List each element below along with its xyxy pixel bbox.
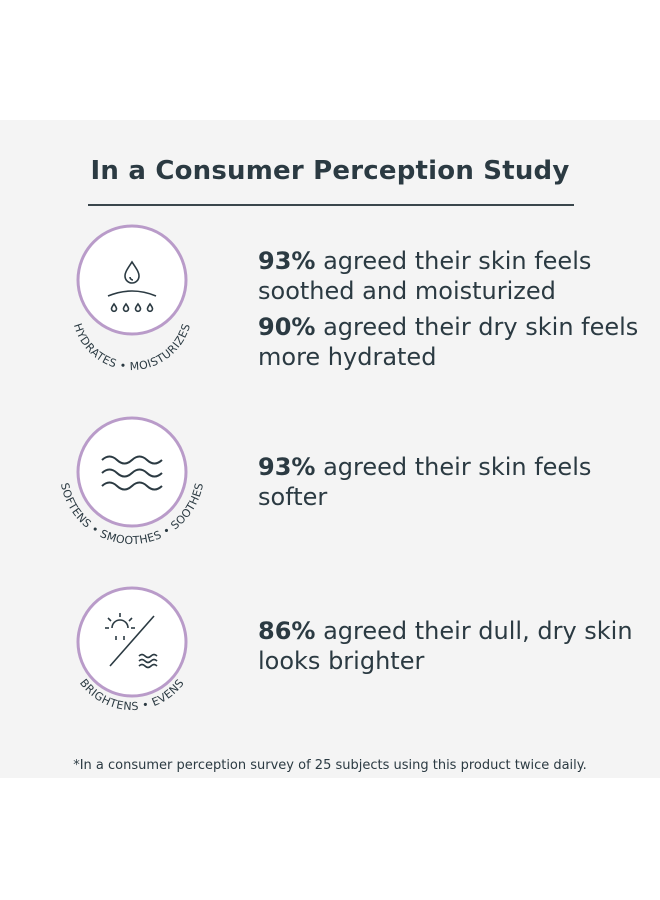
stat-item: 86% agreed their dull, dry skin looks br… — [258, 616, 648, 676]
stat-percent: 93% — [258, 453, 316, 481]
title-divider — [88, 204, 574, 206]
droplet-icon — [107, 260, 157, 313]
stat-percent: 93% — [258, 247, 316, 275]
stat-text: agreed their dry skin feels more hydrate… — [258, 313, 639, 371]
stat-item: 93% agreed their skin feels soothed and … — [258, 246, 648, 306]
sun-waves-icon — [105, 613, 158, 669]
claim-stats: 86% agreed their dull, dry skin looks br… — [258, 616, 648, 682]
waves-icon — [101, 455, 163, 491]
study-panel: In a Consumer Perception Study HYDRATES … — [0, 120, 660, 778]
hydrates-badge: HYDRATES • MOISTURIZES — [71, 224, 193, 373]
stat-item: 93% agreed their skin feels softer — [258, 452, 648, 512]
softens-badge: SOFTENS • SMOOTHES • SOOTHES — [58, 416, 206, 547]
stat-text: agreed their skin feels soothed and mois… — [258, 247, 592, 305]
brightens-badge: BRIGHTENS • EVENS — [76, 586, 188, 713]
stat-text: agreed their skin feels softer — [258, 453, 592, 511]
page-title: In a Consumer Perception Study — [90, 156, 570, 186]
stat-percent: 90% — [258, 313, 316, 341]
stat-text: agreed their dull, dry skin looks bright… — [258, 617, 633, 675]
claim-stats: 93% agreed their skin feels softer — [258, 452, 648, 518]
stat-percent: 86% — [258, 617, 316, 645]
claim-stats: 93% agreed their skin feels soothed and … — [258, 246, 648, 378]
footnote: *In a consumer perception survey of 25 s… — [73, 758, 587, 773]
stat-item: 90% agreed their dry skin feels more hyd… — [258, 312, 648, 372]
